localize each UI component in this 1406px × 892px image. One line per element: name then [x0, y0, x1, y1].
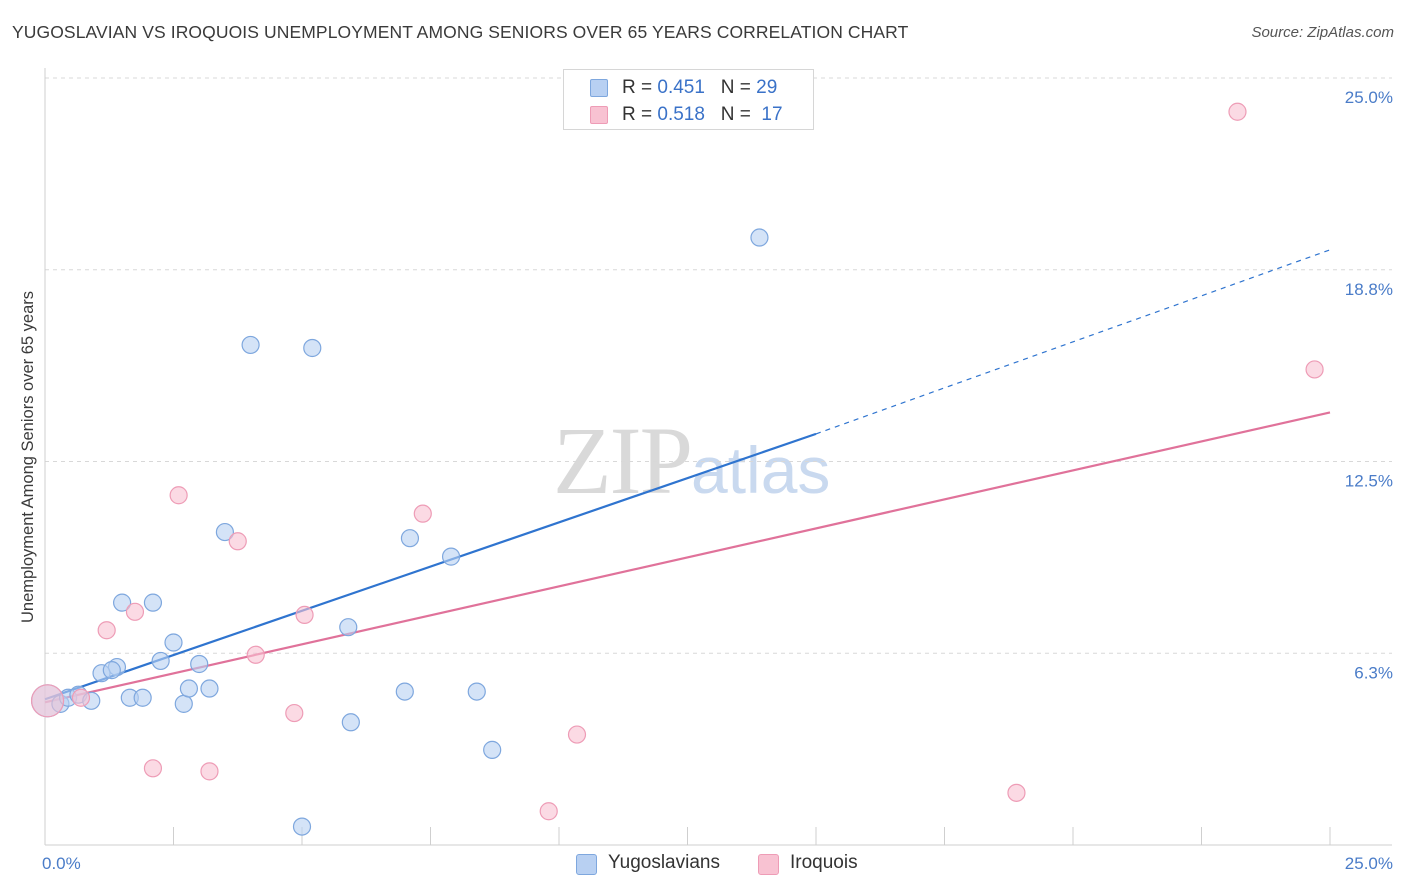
iroquois-point — [285, 703, 304, 723]
legend-n-value: 17 — [761, 104, 783, 125]
y-axis-title: Unemployment Among Seniors over 65 years — [19, 291, 37, 623]
data-points — [30, 102, 1324, 836]
tick-labels: 6.3% 12.5% 18.8% 25.0% 0.0% 25.0% — [42, 88, 1393, 873]
iroquois-point — [200, 762, 219, 781]
yugoslavians-point — [102, 661, 121, 680]
yugoslavians-point — [112, 593, 132, 612]
yugoslavians-point — [395, 682, 414, 701]
iroquois-point — [539, 802, 558, 821]
y-tick-label: 6.3% — [1354, 663, 1393, 682]
iroquois-point — [246, 645, 265, 664]
iroquois-point — [413, 504, 432, 523]
yugoslavians-point — [174, 694, 193, 713]
y-tick-label: 12.5% — [1345, 472, 1393, 491]
iroquois-point — [143, 759, 163, 778]
iroquois-trend-line — [44, 411, 1331, 704]
iroquois-point — [1305, 360, 1324, 379]
x-tick-label-min: 0.0% — [42, 854, 81, 873]
y-tick-label: 25.0% — [1345, 88, 1393, 107]
yugoslavians-point — [133, 688, 152, 707]
iroquois-point — [97, 621, 116, 640]
source-label: Source: ZipAtlas.com — [1251, 24, 1394, 41]
yugoslavians-point — [483, 740, 502, 759]
iroquois-point — [1007, 783, 1026, 802]
iroquois-point — [169, 486, 188, 505]
yugoslavians-point — [143, 593, 163, 612]
iroquois-point — [30, 684, 65, 718]
axes — [44, 68, 1392, 846]
yugoslavians-point — [303, 338, 322, 358]
legend-r-label: R = — [622, 77, 658, 98]
iroquois-point — [1228, 102, 1247, 121]
yugoslavians-point — [467, 682, 486, 701]
chart-title: YUGOSLAVIAN VS IROQUOIS UNEMPLOYMENT AMO… — [12, 22, 909, 42]
legend-label-yugoslavians: Yugoslavians — [608, 852, 720, 873]
legend-r-label: R = — [622, 104, 658, 125]
yugoslavians-point — [215, 522, 234, 542]
y-tick-label: 18.8% — [1345, 280, 1393, 299]
yugoslavians-point — [200, 679, 219, 698]
iroquois-point — [71, 688, 91, 707]
legend-r-value: 0.518 — [657, 104, 705, 125]
iroquois-point — [567, 725, 587, 744]
legend-swatch-iroquois — [758, 854, 779, 875]
yugoslavians-point — [241, 335, 260, 355]
legend-swatch-yugoslavians — [576, 854, 597, 875]
yugoslavians-trend-line — [44, 432, 817, 701]
yugoslavians-point — [190, 654, 209, 674]
yugoslavians-point — [164, 633, 183, 652]
iroquois-point — [228, 532, 247, 551]
yugoslavians-point — [151, 651, 170, 671]
yugoslavians-point — [400, 529, 420, 548]
yugoslavians-point — [339, 618, 358, 637]
yugoslavians-trend-extension — [815, 249, 1331, 435]
watermark: ZIPatlas — [553, 405, 830, 516]
yugoslavians-point — [341, 713, 360, 732]
yugoslavians-point — [750, 228, 769, 247]
watermark-zip: ZIP — [553, 407, 693, 514]
correlation-legend: R = 0.451 N = 29 R = 0.518 N = 17 — [563, 69, 814, 130]
legend-r-value: 0.451 — [657, 77, 705, 98]
legend-swatch-yugoslavians — [590, 79, 608, 97]
legend-n-value: 29 — [756, 77, 778, 98]
yugoslavians-point — [292, 817, 312, 836]
grid-lines — [45, 77, 1392, 654]
legend-n-label: N = — [720, 77, 757, 98]
yugoslavians-point — [441, 547, 461, 566]
legend-label-iroquois: Iroquois — [790, 852, 858, 873]
series-legend: Yugoslavians Iroquois — [0, 852, 1406, 876]
x-tick-label-max: 25.0% — [1345, 854, 1393, 873]
legend-n-label: N = — [720, 104, 757, 125]
trend-lines — [44, 249, 1331, 704]
legend-swatch-iroquois — [590, 106, 608, 124]
yugoslavians-point — [179, 679, 199, 698]
iroquois-point — [125, 602, 145, 621]
iroquois-point — [295, 605, 314, 625]
